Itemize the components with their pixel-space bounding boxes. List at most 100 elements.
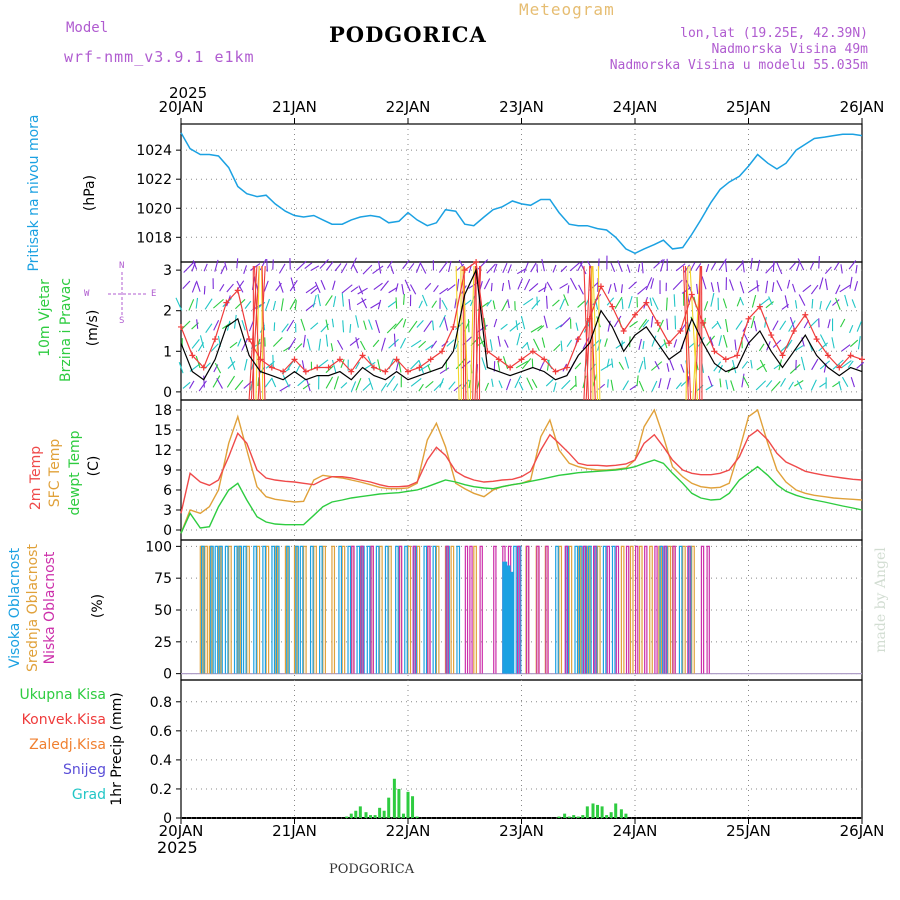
wind-direction-arrow xyxy=(725,379,729,390)
dewpt-line xyxy=(180,459,863,534)
wind-direction-arrow xyxy=(838,381,842,391)
wind-direction-arrow xyxy=(560,317,571,328)
wind-direction-arrow xyxy=(629,320,638,328)
wind-direction-arrow xyxy=(486,263,496,274)
wind-direction-arrow xyxy=(381,337,386,351)
low-cloud-spike xyxy=(370,545,374,674)
wind-direction-arrow xyxy=(214,362,222,374)
y-tick-label: 3 xyxy=(163,263,172,279)
wind-direction-arrow xyxy=(430,340,438,349)
wind-direction-arrow xyxy=(531,299,541,310)
wind-direction-arrow xyxy=(219,284,225,292)
mid-cloud-spike xyxy=(638,545,643,674)
wind-gust-marker xyxy=(439,348,446,355)
wind-direction-arrow xyxy=(192,260,198,270)
wind-direction-arrow xyxy=(340,263,348,274)
wind-direction-arrow xyxy=(541,258,545,272)
wind-direction-arrow xyxy=(388,287,398,294)
wind-direction-arrow xyxy=(507,264,512,274)
top-time-tick-label: 20JAN xyxy=(158,98,204,116)
mid-cloud-spike xyxy=(256,545,261,674)
wind-direction-arrow xyxy=(243,358,248,371)
wind-gust-marker xyxy=(620,328,627,334)
wind-direction-arrow xyxy=(290,277,296,291)
legend-snow: Snijeg xyxy=(62,762,106,778)
wind-gust-marker xyxy=(745,315,752,322)
wind-direction-arrow xyxy=(203,285,206,295)
wind-direction-arrow xyxy=(514,375,522,389)
wind-direction-arrow xyxy=(628,281,637,290)
wind-direction-arrow xyxy=(574,362,582,370)
wind-direction-arrow xyxy=(325,295,333,306)
compass-west: W xyxy=(84,289,90,299)
wind-direction-arrow xyxy=(810,379,817,391)
wind-direction-arrow xyxy=(666,377,671,390)
wind-gust-marker xyxy=(518,356,525,363)
wind-direction-arrow xyxy=(212,375,221,388)
wind-burst-line xyxy=(250,266,260,401)
low-cloud-spike xyxy=(445,545,449,674)
low-cloud-spike xyxy=(479,545,483,674)
wind-direction-arrow xyxy=(795,345,804,351)
wind-gust-marker xyxy=(722,356,729,363)
wind-direction-arrow xyxy=(502,262,508,274)
wind-direction-arrow xyxy=(378,260,382,274)
mid-cloud-spike xyxy=(313,545,317,674)
wind-direction-arrow xyxy=(325,376,334,389)
wind-direction-arrow xyxy=(446,339,455,347)
model-elevation: Nadmorska Visina u modelu 55.035m xyxy=(609,58,868,73)
low-cloud-spike xyxy=(493,545,497,674)
mid-cloud-spike xyxy=(596,545,601,674)
wind-direction-arrow xyxy=(486,299,492,307)
wind-direction-arrow xyxy=(765,280,769,294)
wind-direction-arrow xyxy=(758,343,765,352)
wind-direction-arrow xyxy=(191,282,197,293)
low-cloud-spike xyxy=(564,545,569,674)
wind-direction-arrow xyxy=(515,360,529,369)
wind-direction-arrow xyxy=(350,257,357,270)
wind-direction-arrow xyxy=(423,320,433,333)
footer-station: PODGORICA xyxy=(329,862,415,877)
wind-gust-marker xyxy=(370,364,377,371)
precip-bar xyxy=(591,803,595,818)
wind-direction-arrow xyxy=(650,361,663,371)
wind-direction-arrow xyxy=(296,260,307,271)
precip-bar xyxy=(382,810,386,818)
wind-direction-arrow xyxy=(810,284,819,295)
wind-direction-arrow xyxy=(233,314,237,329)
mid-cloud-spike xyxy=(473,545,477,674)
wind-direction-arrow xyxy=(350,381,357,393)
wind-direction-arrow xyxy=(386,323,397,334)
y-tick-label: 75 xyxy=(154,571,172,587)
wind-direction-arrow xyxy=(695,263,702,271)
mid-cloud-spike xyxy=(620,545,625,674)
high-cloud-spike xyxy=(432,545,437,674)
mid-cloud-spike xyxy=(331,545,336,674)
wind-direction-arrow xyxy=(687,342,696,349)
wind-gust-marker xyxy=(847,352,854,359)
high-cloud-spike xyxy=(384,545,389,674)
high-cloud-spike xyxy=(233,545,238,674)
wind-direction-arrow xyxy=(310,265,320,272)
wind-direction-arrow xyxy=(491,378,494,387)
wind-direction-arrow xyxy=(189,380,195,389)
wind-direction-arrow xyxy=(300,318,306,331)
wind-direction-arrow xyxy=(638,360,644,373)
precip-bar xyxy=(567,816,571,818)
wind-direction-arrow xyxy=(707,375,713,387)
wind-direction-arrow xyxy=(724,260,728,272)
tsfc-line xyxy=(180,408,863,534)
wind-direction-arrow xyxy=(468,379,471,389)
wind-direction-arrow xyxy=(546,281,553,291)
wind-direction-arrow xyxy=(703,301,709,311)
wind-direction-arrow xyxy=(399,337,407,349)
wind-direction-arrow xyxy=(443,316,449,331)
wind-direction-arrow xyxy=(759,359,768,373)
low-cloud-spike xyxy=(700,545,705,674)
top-time-tick-label: 21JAN xyxy=(272,98,317,116)
wind-gust-marker xyxy=(314,364,321,371)
wind-direction-arrow xyxy=(756,280,759,292)
mid-cloud-spike xyxy=(265,545,270,674)
wind-direction-arrow xyxy=(390,265,395,275)
wind-direction-arrow xyxy=(278,281,284,293)
